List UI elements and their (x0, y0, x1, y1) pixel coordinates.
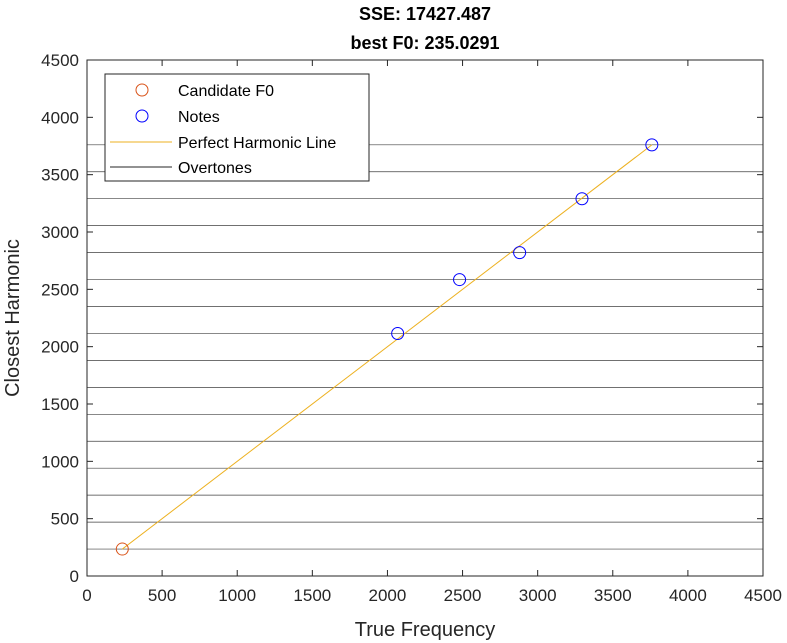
legend: Candidate F0 Notes Perfect Harmonic Line… (104, 73, 370, 182)
x-tick-label: 500 (148, 586, 176, 605)
y-tick-label: 3500 (41, 166, 79, 185)
x-tick-label: 2000 (369, 586, 407, 605)
x-tick-label: 4500 (744, 586, 782, 605)
legend-notes-marker (135, 109, 149, 123)
y-tick-label: 4000 (41, 108, 79, 127)
x-axis-label: True Frequency (355, 619, 495, 641)
y-tick-label: 2000 (41, 338, 79, 357)
markers (115, 138, 659, 556)
x-tick-label: 1500 (293, 586, 331, 605)
legend-box (104, 73, 370, 182)
legend-overtones-label: Overtones (178, 160, 252, 177)
y-tick-label: 4500 (41, 51, 79, 70)
note-marker (645, 138, 659, 152)
perfect-harmonic-line (122, 144, 653, 550)
x-tick-label: 3500 (594, 586, 632, 605)
axes-box (86, 59, 764, 577)
candidate-f0-marker (115, 542, 129, 556)
legend-notes-label: Notes (178, 109, 220, 126)
y-axis-label: Closest Harmonic (2, 239, 24, 397)
perfect-harmonic-line-group (122, 144, 653, 550)
note-marker (391, 326, 405, 340)
note-marker (453, 273, 467, 287)
y-tick-label: 3000 (41, 223, 79, 242)
x-tick-label: 1000 (218, 586, 256, 605)
y-tick-labels: 0 500 1000 1500 2000 2500 3000 3500 4000 4500 (41, 51, 79, 586)
y-tick-label: 2500 (41, 280, 79, 299)
note-marker (513, 246, 527, 260)
y-tick-label: 1500 (41, 395, 79, 414)
chart-title-line-1: SSE: 17427.487 (359, 4, 491, 24)
legend-harmonic-line-label: Perfect Harmonic Line (178, 135, 336, 152)
plot-area (87, 138, 763, 556)
note-marker (575, 192, 589, 206)
x-tick-label: 0 (82, 586, 91, 605)
x-tick-label: 2500 (444, 586, 482, 605)
chart-title-line-2: best F0: 235.0291 (350, 33, 499, 53)
x-tick-labels: 0 500 1000 1500 2000 2500 3000 3500 4000 4500 (82, 586, 782, 605)
legend-candidate-label: Candidate F0 (178, 83, 274, 100)
y-tick-label: 0 (70, 567, 79, 586)
overtone-lines (87, 144, 763, 550)
y-tick-label: 500 (51, 510, 79, 529)
legend-candidate-marker (135, 83, 149, 97)
x-tick-label: 3000 (519, 586, 557, 605)
x-tick-label: 4000 (669, 586, 707, 605)
axes (86, 59, 764, 577)
y-tick-label: 1000 (41, 452, 79, 471)
